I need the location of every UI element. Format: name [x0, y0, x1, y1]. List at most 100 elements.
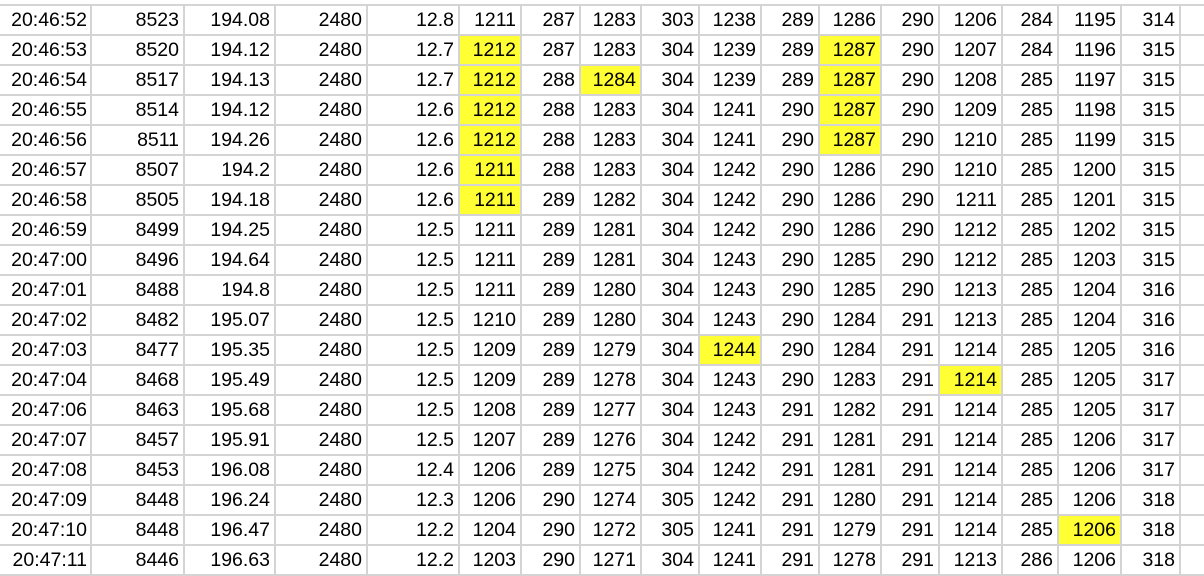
cell[interactable]: 304: [640, 94, 700, 126]
cell[interactable]: 1242: [698, 424, 762, 456]
cell-highlighted[interactable]: 1287: [818, 94, 882, 126]
cell[interactable]: 12.8: [366, 4, 460, 36]
cell[interactable]: 289: [520, 394, 581, 426]
cell[interactable]: 285: [1001, 484, 1059, 516]
cell[interactable]: 12.5: [366, 244, 460, 276]
cell-highlighted[interactable]: 1287: [818, 34, 882, 66]
cell[interactable]: [1179, 364, 1204, 396]
cell[interactable]: 286: [1001, 544, 1059, 576]
cell[interactable]: 1213: [938, 544, 1003, 576]
cell[interactable]: 1211: [458, 244, 522, 276]
cell-time[interactable]: 20:47:10: [0, 514, 92, 546]
cell[interactable]: 195.07: [183, 304, 276, 336]
cell[interactable]: 1205: [1057, 334, 1122, 366]
cell-highlighted[interactable]: 1244: [698, 334, 762, 366]
cell[interactable]: 289: [520, 364, 581, 396]
cell[interactable]: 285: [1001, 304, 1059, 336]
cell[interactable]: 1281: [579, 214, 642, 246]
cell[interactable]: 290: [880, 124, 940, 156]
cell[interactable]: 304: [640, 424, 700, 456]
cell[interactable]: 290: [760, 184, 820, 216]
cell[interactable]: 1209: [458, 334, 522, 366]
cell[interactable]: 1243: [698, 364, 762, 396]
cell[interactable]: [1179, 34, 1204, 66]
cell[interactable]: 285: [1001, 274, 1059, 306]
cell[interactable]: 288: [520, 124, 581, 156]
cell[interactable]: 1280: [818, 484, 882, 516]
cell[interactable]: 2480: [274, 214, 368, 246]
cell[interactable]: 1282: [818, 394, 882, 426]
cell[interactable]: 2480: [274, 274, 368, 306]
cell-highlighted[interactable]: 1287: [818, 64, 882, 96]
cell[interactable]: 2480: [274, 364, 368, 396]
cell[interactable]: [1179, 334, 1204, 366]
cell[interactable]: 8482: [90, 304, 185, 336]
cell[interactable]: 195.91: [183, 424, 276, 456]
cell[interactable]: 1241: [698, 124, 762, 156]
cell-time[interactable]: 20:47:03: [0, 334, 92, 366]
cell[interactable]: 304: [640, 124, 700, 156]
cell[interactable]: 1280: [579, 304, 642, 336]
cell[interactable]: 285: [1001, 244, 1059, 276]
cell[interactable]: 290: [760, 124, 820, 156]
cell[interactable]: 1283: [579, 124, 642, 156]
cell[interactable]: [1179, 214, 1204, 246]
cell[interactable]: 194.8: [183, 274, 276, 306]
cell[interactable]: 1206: [938, 4, 1003, 36]
cell[interactable]: 1214: [938, 484, 1003, 516]
cell[interactable]: 1283: [579, 4, 642, 36]
cell[interactable]: 285: [1001, 514, 1059, 546]
cell[interactable]: 315: [1120, 124, 1181, 156]
cell[interactable]: 2480: [274, 394, 368, 426]
cell-time[interactable]: 20:46:53: [0, 34, 92, 66]
cell[interactable]: 2480: [274, 304, 368, 336]
cell[interactable]: 1205: [1057, 394, 1122, 426]
cell[interactable]: 290: [520, 484, 581, 516]
cell[interactable]: 1286: [818, 214, 882, 246]
cell[interactable]: 285: [1001, 424, 1059, 456]
cell[interactable]: 289: [760, 64, 820, 96]
cell[interactable]: 1214: [938, 334, 1003, 366]
cell[interactable]: 1281: [579, 244, 642, 276]
cell[interactable]: 1241: [698, 94, 762, 126]
cell[interactable]: 1284: [818, 304, 882, 336]
cell[interactable]: 1210: [938, 124, 1003, 156]
cell[interactable]: 1211: [458, 4, 522, 36]
cell[interactable]: 2480: [274, 334, 368, 366]
cell[interactable]: 305: [640, 484, 700, 516]
cell[interactable]: 1239: [698, 34, 762, 66]
cell[interactable]: 290: [880, 214, 940, 246]
cell-time[interactable]: 20:47:04: [0, 364, 92, 396]
cell-highlighted[interactable]: 1212: [458, 34, 522, 66]
cell[interactable]: 290: [880, 64, 940, 96]
cell[interactable]: 1209: [938, 94, 1003, 126]
cell-time[interactable]: 20:47:11: [0, 544, 92, 576]
cell[interactable]: 315: [1120, 244, 1181, 276]
cell[interactable]: 304: [640, 334, 700, 366]
cell[interactable]: 1209: [458, 364, 522, 396]
cell[interactable]: [1179, 394, 1204, 426]
cell[interactable]: 1202: [1057, 214, 1122, 246]
cell[interactable]: 304: [640, 154, 700, 186]
cell[interactable]: 1206: [1057, 544, 1122, 576]
cell[interactable]: 1206: [458, 484, 522, 516]
cell[interactable]: 315: [1120, 154, 1181, 186]
cell[interactable]: 289: [520, 304, 581, 336]
cell[interactable]: 8477: [90, 334, 185, 366]
cell[interactable]: 1282: [579, 184, 642, 216]
spreadsheet-grid[interactable]: 20:46:52 8523 194.08 2480 12.8 1211 287 1283 303…: [0, 4, 1204, 576]
cell[interactable]: 291: [760, 484, 820, 516]
cell[interactable]: 1286: [818, 184, 882, 216]
cell[interactable]: 291: [880, 424, 940, 456]
cell[interactable]: 1201: [1057, 184, 1122, 216]
cell[interactable]: 1210: [938, 154, 1003, 186]
cell[interactable]: 1284: [818, 334, 882, 366]
cell[interactable]: 1278: [579, 364, 642, 396]
cell[interactable]: 1279: [579, 334, 642, 366]
cell[interactable]: 291: [880, 454, 940, 486]
cell[interactable]: 290: [760, 94, 820, 126]
cell[interactable]: 291: [760, 394, 820, 426]
cell[interactable]: [1179, 64, 1204, 96]
cell[interactable]: 12.3: [366, 484, 460, 516]
cell[interactable]: 285: [1001, 394, 1059, 426]
